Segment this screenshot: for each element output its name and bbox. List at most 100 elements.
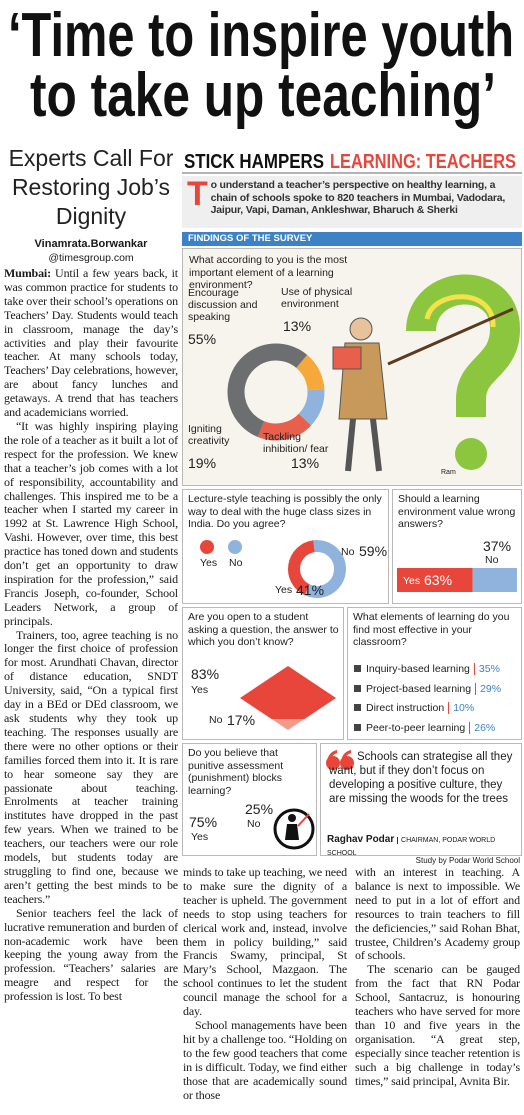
dateline: Mumbai:	[4, 267, 51, 280]
answer-value: 55%	[188, 331, 217, 347]
answer-label: No	[247, 818, 261, 830]
list-item: Direct instruction 10%	[354, 699, 519, 719]
attribution: Raghav Podar CHAIRMAN, PODAR WORLD SCHOO…	[327, 834, 519, 860]
diamond-part	[240, 666, 336, 720]
q4-graphic	[240, 666, 336, 730]
item-label: Direct instruction	[366, 702, 445, 714]
title-black: STICK HAMPERS	[184, 151, 324, 173]
question: Should a learning environment value wron…	[398, 493, 516, 530]
answer-value: 63%	[424, 572, 453, 588]
item-value: 35%	[473, 663, 500, 675]
title-red: LEARNING: TEACHERS	[330, 151, 516, 173]
answer-label: Encourage discussion and speaking	[188, 287, 258, 323]
paragraph: Senior teachers feel the lack of lucrati…	[4, 905, 178, 1004]
bar-segment	[397, 568, 473, 592]
donut-segment	[304, 540, 346, 598]
answer-value: 37%	[483, 538, 512, 554]
item-label: Peer-to-peer learning	[366, 721, 466, 734]
answer-label: Tackling inhibition/ fear	[263, 431, 329, 455]
donut-segment	[298, 389, 325, 426]
panel-quote: Schools can strategise all they want, bu…	[320, 743, 522, 857]
answer-label: Yes	[191, 684, 209, 696]
question-mark	[406, 274, 521, 417]
answer-value: 25%	[245, 801, 274, 817]
punishment-icon	[273, 808, 315, 850]
q3-graphic	[397, 568, 517, 592]
item-value: 26%	[469, 721, 496, 734]
answer-value: 75%	[189, 814, 218, 830]
item-label: Project-based learning	[366, 682, 472, 695]
panel-q1: What according to you is the most import…	[182, 248, 522, 486]
icon-neutral	[228, 540, 242, 554]
diamond-part	[271, 719, 305, 730]
question: Are you open to a student asking a quest…	[188, 611, 339, 648]
infographic-title: STICK HAMPERS LEARNING: TEACHERS	[182, 151, 522, 174]
answer-label: Igniting creativity	[188, 423, 230, 447]
paragraph-text: Until a few years back, it was common pr…	[4, 267, 178, 420]
panel-q5: What elements of learning do you find mo…	[347, 607, 522, 740]
headline: ‘Time to inspire youth to take up teachi…	[8, 1, 514, 130]
book	[332, 346, 362, 370]
icon-body	[285, 824, 299, 840]
question: What according to you is the most import…	[189, 254, 348, 291]
teacher-leg	[370, 418, 382, 472]
donut-segment	[227, 343, 308, 437]
donut-segment	[295, 354, 325, 391]
icon-head	[288, 814, 296, 822]
paragraph: School managements have been hit by a ch…	[183, 1017, 347, 1102]
bullet	[354, 723, 361, 731]
headline-line: to take up teaching’	[30, 61, 496, 130]
question-mark-shade	[424, 294, 496, 328]
article-column: Mumbai: Until a few years back, it was c…	[4, 267, 178, 1115]
headline-line: ‘Time to inspire youth	[8, 1, 514, 70]
illustrator-credit: Ram	[441, 469, 456, 476]
q1-graphic	[227, 274, 521, 472]
section-bar: FINDINGS OF THE SURVEY	[182, 232, 522, 246]
answer-value: 41%	[296, 582, 325, 598]
infographic: STICK HAMPERS LEARNING: TEACHERS To unde…	[182, 148, 522, 865]
q2-graphic	[200, 540, 346, 598]
bullet	[354, 684, 361, 692]
paragraph: minds to take up teaching, we need to ma…	[183, 866, 347, 1019]
answer-value: 83%	[191, 666, 220, 682]
answer-value: 13%	[283, 318, 312, 334]
list-item: Inquiry-based learning 35%	[354, 660, 519, 680]
bullet	[354, 704, 361, 711]
answer-value: 59%	[359, 543, 388, 559]
subheadline: Experts Call For Restoring Job’s Dignity	[8, 145, 174, 229]
donut-segment	[257, 413, 312, 441]
panel-q3: Should a learning environment value wron…	[392, 489, 522, 604]
icon-stick	[297, 813, 310, 827]
answer-label: Yes	[275, 584, 293, 596]
paragraph: The scenario can be gauged from the fact…	[355, 962, 520, 1088]
item-value: 29%	[475, 682, 502, 695]
answer-label: Yes	[403, 575, 421, 587]
question: What elements of learning do you find mo…	[353, 611, 510, 648]
panel-q4: Are you open to a student asking a quest…	[182, 607, 344, 740]
bullet	[354, 665, 361, 672]
answer-label: No	[209, 714, 223, 726]
byline: Vinamrata.Borwankar	[34, 238, 148, 250]
paragraph: with an interest in teaching. A balance …	[355, 866, 520, 963]
question: Do you believe that punitive assessment …	[188, 747, 284, 797]
bar-segment	[472, 568, 517, 592]
answer-label: Use of physical environment	[281, 286, 353, 310]
article-column: with an interest in teaching. A balance …	[355, 866, 520, 1115]
answer-label: No	[485, 554, 499, 566]
paragraph: Mumbai: Until a few years back, it was c…	[4, 267, 178, 420]
teacher-leg	[345, 418, 356, 472]
quote-tail	[327, 750, 337, 762]
item-value: 10%	[448, 702, 475, 714]
icon-label: Yes	[200, 557, 218, 569]
donut-segment	[288, 540, 316, 596]
question: Lecture-style teaching is possibly the o…	[188, 493, 382, 530]
list-item: Project-based learning 29%	[354, 680, 519, 700]
item-list: Inquiry-based learning 35% Project-based l…	[354, 660, 519, 738]
paragraph: “It was highly inspiring playing the rol…	[4, 418, 178, 628]
panel-q2: Lecture-style teaching is possibly the o…	[182, 489, 389, 604]
quote-name: Raghav Podar	[327, 834, 395, 845]
quote-role: CHAIRMAN, PODAR WORLD SCHOOL	[327, 837, 496, 857]
answer-label: No	[341, 546, 355, 558]
item-label: Inquiry-based learning	[366, 663, 470, 675]
